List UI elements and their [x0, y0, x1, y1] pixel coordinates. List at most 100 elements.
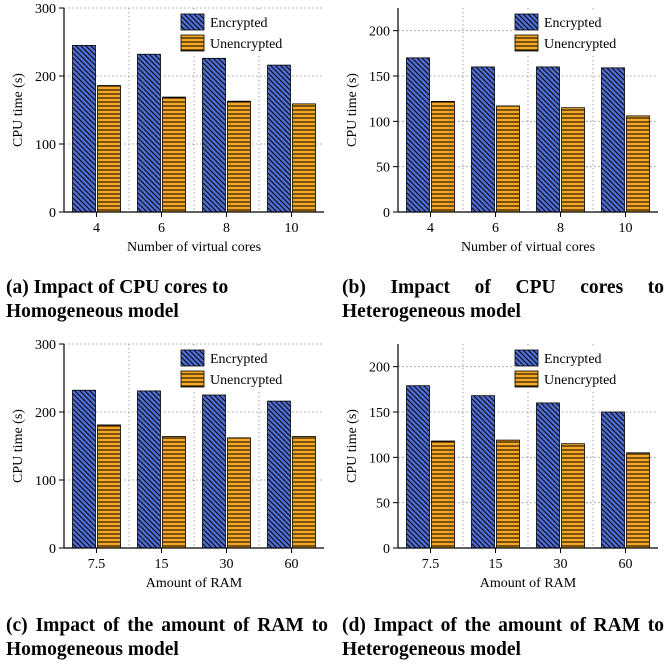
- y-tick-label: 300: [35, 338, 56, 353]
- y-tick-label: 200: [35, 406, 56, 421]
- x-tick-label: 7.5: [422, 557, 440, 572]
- bar-encrypted-30: [536, 402, 560, 549]
- bar-encrypted-4: [72, 45, 96, 213]
- legend-label-unencrypted: Unencrypted: [210, 373, 282, 388]
- bar-unencrypted-7.5: [97, 424, 121, 549]
- y-tick-label: 0: [383, 206, 390, 221]
- bar-unencrypted-30: [561, 443, 585, 549]
- caption-a-label: (a): [6, 277, 29, 298]
- y-axis-title: CPU time (s): [345, 73, 360, 147]
- legend-swatch-unencrypted: [514, 370, 539, 388]
- bar-unencrypted-15: [162, 436, 186, 549]
- legend-swatch-unencrypted: [180, 370, 205, 388]
- legend-label-encrypted: Encrypted: [210, 352, 268, 367]
- y-tick-label: 0: [49, 206, 56, 221]
- legend-swatch-unencrypted: [514, 34, 539, 52]
- y-tick-label: 100: [369, 451, 390, 466]
- y-tick-label: 0: [49, 542, 56, 557]
- x-tick-label: 30: [554, 557, 568, 572]
- legend-label-encrypted: Encrypted: [544, 16, 602, 31]
- caption-b: (b) Impact of CPU cores to Heterogeneous…: [342, 276, 664, 324]
- caption-d-label: (d): [342, 615, 366, 636]
- caption-a: (a) Impact of CPU cores to Homogeneous m…: [6, 276, 328, 324]
- legend-swatch-encrypted: [180, 349, 205, 367]
- x-tick-label: 60: [285, 557, 299, 572]
- x-tick-label: 8: [223, 221, 230, 236]
- y-tick-label: 100: [35, 138, 56, 153]
- bar-encrypted-4: [406, 57, 430, 213]
- bar-unencrypted-10: [626, 115, 650, 213]
- y-tick-label: 50: [376, 497, 390, 512]
- caption-a-text: Impact of CPU cores to Homogeneous model: [6, 277, 229, 322]
- y-axis-title: CPU time (s): [345, 409, 360, 483]
- x-axis-title: Number of virtual cores: [461, 240, 595, 255]
- bar-encrypted-7.5: [72, 389, 96, 549]
- x-tick-label: 6: [492, 221, 499, 236]
- legend-swatch-unencrypted: [180, 34, 205, 52]
- bar-unencrypted-8: [227, 100, 251, 213]
- y-tick-label: 150: [369, 70, 390, 85]
- bar-encrypted-15: [471, 395, 495, 549]
- y-tick-label: 300: [35, 2, 56, 17]
- legend-label-unencrypted: Unencrypted: [544, 373, 616, 388]
- caption-b-text: Impact of CPU cores to Heterogeneous mod…: [342, 277, 665, 322]
- bar-unencrypted-8: [561, 107, 585, 213]
- y-axis-title: CPU time (s): [11, 409, 26, 483]
- bar-encrypted-10: [601, 67, 625, 213]
- legend-swatch-encrypted: [180, 13, 205, 31]
- bar-unencrypted-6: [162, 96, 186, 213]
- y-tick-label: 100: [369, 115, 390, 130]
- y-axis-title: CPU time (s): [11, 73, 26, 147]
- caption-d: (d) Impact of the amount of RAM to Heter…: [342, 614, 664, 662]
- legend-label-encrypted: Encrypted: [544, 352, 602, 367]
- bar-encrypted-60: [601, 411, 625, 549]
- y-tick-label: 50: [376, 161, 390, 176]
- legend-swatch-encrypted: [514, 349, 539, 367]
- bar-unencrypted-4: [97, 85, 121, 213]
- x-tick-label: 7.5: [88, 557, 106, 572]
- x-tick-label: 15: [155, 557, 169, 572]
- x-tick-label: 30: [220, 557, 234, 572]
- bar-encrypted-10: [267, 64, 291, 213]
- caption-d-text: Impact of the amount of RAM to Heterogen…: [342, 615, 664, 660]
- bar-encrypted-7.5: [406, 385, 430, 549]
- bar-encrypted-30: [202, 394, 226, 549]
- y-tick-label: 200: [369, 361, 390, 376]
- x-tick-label: 60: [619, 557, 633, 572]
- x-axis-title: Amount of RAM: [480, 576, 577, 591]
- bar-encrypted-15: [137, 390, 161, 549]
- x-tick-label: 6: [158, 221, 165, 236]
- caption-b-label: (b): [342, 277, 366, 298]
- y-tick-label: 200: [35, 70, 56, 85]
- legend-label-unencrypted: Unencrypted: [544, 37, 616, 52]
- bar-encrypted-60: [267, 400, 291, 549]
- y-tick-label: 0: [383, 542, 390, 557]
- bar-unencrypted-60: [292, 436, 316, 549]
- x-tick-label: 10: [285, 221, 299, 236]
- bar-unencrypted-15: [496, 439, 520, 549]
- chart-c: 7.5 15 30 60 0 100 200 300 CPU time (s) Amount of…: [11, 338, 324, 591]
- caption-c: (c) Impact of the amount of RAM to Homog…: [6, 614, 328, 662]
- bar-unencrypted-7.5: [431, 440, 455, 549]
- x-axis-title: Amount of RAM: [146, 576, 243, 591]
- bar-unencrypted-6: [496, 105, 520, 213]
- x-tick-label: 10: [619, 221, 633, 236]
- bar-encrypted-8: [202, 57, 226, 213]
- bar-unencrypted-60: [626, 452, 650, 549]
- legend-label-unencrypted: Unencrypted: [210, 37, 282, 52]
- y-tick-label: 100: [35, 474, 56, 489]
- caption-c-label: (c): [6, 615, 28, 636]
- bar-encrypted-8: [536, 66, 560, 213]
- bar-unencrypted-10: [292, 103, 316, 213]
- y-tick-label: 150: [369, 406, 390, 421]
- x-tick-label: 8: [557, 221, 564, 236]
- x-tick-label: 4: [93, 221, 100, 236]
- x-tick-label: 15: [489, 557, 503, 572]
- bar-unencrypted-4: [431, 100, 455, 213]
- chart-d: 7.5 15 30 60 0 50 100 150 200 CPU time (s) Amount …: [345, 344, 658, 591]
- x-axis-title: Number of virtual cores: [127, 240, 261, 255]
- bar-encrypted-6: [471, 66, 495, 213]
- caption-c-text: Impact of the amount of RAM to Homogeneo…: [6, 615, 328, 660]
